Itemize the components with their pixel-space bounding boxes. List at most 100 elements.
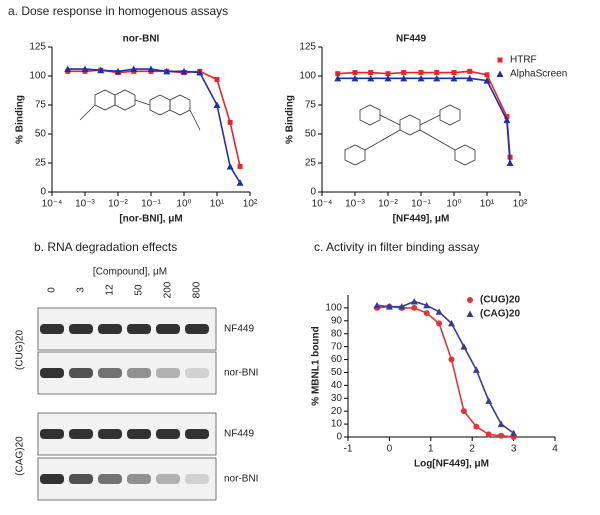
point xyxy=(423,310,430,317)
chart-title: NF449 xyxy=(396,34,426,45)
point xyxy=(472,366,480,373)
blot-band xyxy=(40,474,64,484)
point xyxy=(423,301,431,309)
point xyxy=(384,74,392,82)
chart-title: nor-BNI xyxy=(123,34,160,45)
x-tick-label: 10⁻¹ xyxy=(411,199,431,210)
panel-heading: b. RNA degradation effects xyxy=(34,240,177,254)
lane-label: 3 xyxy=(76,287,87,293)
y-tick-label: 125 xyxy=(29,42,46,53)
point xyxy=(460,408,467,415)
blot-band xyxy=(185,474,209,484)
blot-band xyxy=(98,368,122,378)
point xyxy=(81,65,89,73)
point xyxy=(385,303,393,310)
x-tick-label: -1 xyxy=(344,444,353,455)
y-tick-label: 10 xyxy=(331,419,343,430)
point xyxy=(418,70,424,76)
point xyxy=(484,72,490,78)
x-tick-label: 10⁻⁴ xyxy=(312,199,333,210)
blot-band xyxy=(69,474,93,484)
y-tick-label: 30 xyxy=(331,393,343,404)
structure-drawing xyxy=(79,89,476,166)
y-tick-label: 70 xyxy=(331,341,343,352)
x-tick-label: 0 xyxy=(387,444,393,455)
x-tick-label: 10⁰ xyxy=(176,199,191,210)
blot-band xyxy=(98,429,122,439)
point xyxy=(367,74,375,82)
legend-marker xyxy=(496,70,504,77)
y-tick-label: 60 xyxy=(331,354,343,365)
series-line xyxy=(376,305,514,438)
blot-band xyxy=(69,368,93,378)
y-tick-label: 75 xyxy=(305,100,317,111)
y-tick-label: 100 xyxy=(325,303,342,314)
x-tick-label: 10⁻¹ xyxy=(141,199,161,210)
blot-band xyxy=(156,368,180,378)
point xyxy=(506,159,514,166)
blot-band xyxy=(156,429,180,439)
point xyxy=(226,162,234,170)
blot-band xyxy=(69,429,93,439)
x-tick-label: 10² xyxy=(513,199,528,210)
y-tick-label: 50 xyxy=(305,129,317,140)
series-line xyxy=(337,70,511,158)
panel-heading: a. Dose response in homogenous assays xyxy=(8,4,228,18)
point xyxy=(467,68,473,74)
blot-axis-label: [Compound], μM xyxy=(93,267,167,278)
y-tick-label: 25 xyxy=(35,158,47,169)
y-tick-label: 80 xyxy=(331,328,343,339)
y-tick-label: 100 xyxy=(299,71,316,82)
blot-band xyxy=(156,474,180,484)
point xyxy=(351,74,359,82)
point xyxy=(498,432,505,439)
point xyxy=(373,301,381,309)
series-line xyxy=(67,68,241,184)
point xyxy=(485,397,493,404)
point xyxy=(460,343,468,350)
blot-group-label: (CUG)20 xyxy=(15,330,26,370)
blot-band xyxy=(69,324,93,334)
point xyxy=(227,119,233,125)
point xyxy=(503,116,511,124)
point xyxy=(130,65,138,73)
x-tick-label: 10⁻² xyxy=(378,199,398,210)
legend-label: (CAG)20 xyxy=(480,309,520,320)
legend-label: AlphaScreen xyxy=(510,69,567,80)
blot-band xyxy=(127,474,151,484)
blot: 0 3 12 50 200 800 NF449 nor-BNI (CUG)20 NF449 nor-… xyxy=(15,281,258,501)
x-tick-label: 4 xyxy=(552,444,558,455)
point xyxy=(214,76,220,82)
blot-band xyxy=(98,324,122,334)
lane-label: 800 xyxy=(192,281,203,298)
series-line xyxy=(67,69,241,167)
point xyxy=(147,65,155,73)
y-tick-label: 0 xyxy=(336,432,342,443)
point xyxy=(180,67,188,75)
point xyxy=(434,70,440,76)
panel-heading: c. Activity in filter binding assay xyxy=(314,240,479,254)
point xyxy=(510,429,518,437)
y-tick-label: 90 xyxy=(331,315,343,326)
x-tick-label: 1 xyxy=(428,444,434,455)
y-axis-label: % MBNL1 bound xyxy=(311,326,322,405)
point xyxy=(335,71,341,77)
point xyxy=(411,304,418,311)
x-tick-label: 10⁻⁴ xyxy=(42,199,63,210)
x-axis-label: Log[NF449], μM xyxy=(414,459,489,470)
x-tick-label: 10¹ xyxy=(210,199,225,210)
x-axis-label: [nor-BNI], μM xyxy=(119,214,182,225)
point xyxy=(236,179,244,186)
blot-row-label: nor-BNI xyxy=(224,368,258,379)
point xyxy=(473,423,480,430)
blot-strip xyxy=(37,457,217,501)
point xyxy=(114,67,122,75)
legend-label: (CUG)20 xyxy=(480,295,520,306)
x-tick-label: 10² xyxy=(243,199,258,210)
point xyxy=(352,70,358,76)
point xyxy=(97,66,105,74)
x-axis-label: [NF449], μM xyxy=(393,214,450,225)
legend-label: HTRF xyxy=(510,55,537,66)
point xyxy=(400,74,408,82)
